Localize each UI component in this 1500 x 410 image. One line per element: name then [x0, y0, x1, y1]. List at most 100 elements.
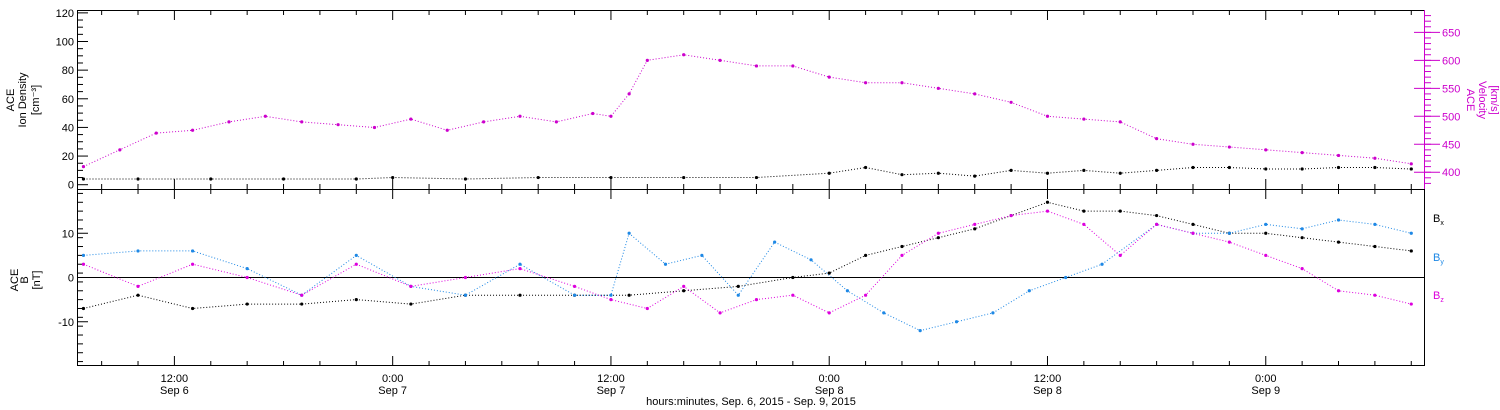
- data-point: [791, 293, 795, 297]
- x-tick-date: Sep 7: [378, 385, 407, 397]
- x-tick-date: Sep 9: [1251, 385, 1280, 397]
- data-point: [190, 249, 195, 253]
- data-point: [682, 53, 686, 57]
- data-point: [1191, 231, 1195, 235]
- top-plot-area: [81, 53, 1413, 181]
- data-point: [1373, 293, 1377, 297]
- legend-by: By: [1433, 252, 1444, 266]
- data-point: [1336, 289, 1341, 293]
- data-point: [991, 311, 995, 315]
- data-point: [609, 175, 613, 180]
- legend-bx-sub: x: [1440, 220, 1444, 227]
- data-point: [518, 267, 522, 271]
- data-point: [1227, 240, 1231, 244]
- density-ylabel-line1: ACE: [5, 89, 17, 112]
- data-point: [936, 171, 940, 175]
- velocity-tick-label: 650: [1442, 27, 1460, 39]
- data-point: [1336, 153, 1341, 158]
- b-tick-label: 10: [62, 228, 74, 240]
- data-point: [973, 92, 977, 96]
- b-ylabel-line1: ACE: [9, 269, 21, 292]
- data-point: [682, 289, 686, 293]
- data-point: [300, 120, 304, 124]
- top-x-ticks: [101, 10, 1412, 189]
- x-tick-time: 12:00: [1034, 373, 1062, 385]
- density-tick-label: 100: [56, 37, 74, 49]
- density-series: [81, 165, 1413, 181]
- data-point: [827, 271, 831, 275]
- density-y-axis: 0 20 40 60 80 100 120: [56, 8, 88, 192]
- data-point: [263, 114, 267, 118]
- bottom-plot-frame: [77, 189, 1425, 366]
- data-point: [973, 227, 977, 231]
- legend-bz-sub: z: [1440, 297, 1444, 304]
- data-point: [627, 293, 631, 297]
- x-tick-time: 0:00: [819, 373, 840, 385]
- velocity-ylabel-line2: Velocity: [1476, 81, 1488, 119]
- data-point: [209, 177, 213, 181]
- data-point: [1118, 120, 1122, 124]
- data-point: [736, 284, 740, 288]
- data-point: [1009, 213, 1013, 218]
- data-point: [1155, 222, 1159, 226]
- data-point: [609, 293, 613, 297]
- data-point: [518, 293, 522, 297]
- data-point: [1155, 168, 1159, 172]
- data-point: [281, 177, 286, 181]
- data-point: [136, 293, 140, 297]
- series-trace: [83, 54, 1412, 168]
- top-panel: 0 20 40 60 80 100 120 400 450 500 550 600 650 ACE I…: [5, 8, 1500, 192]
- data-point: [245, 275, 249, 280]
- data-point: [572, 284, 577, 288]
- x-tick-time: 0:00: [1255, 373, 1276, 385]
- data-point: [154, 131, 158, 135]
- legend: Bx By Bz: [1433, 213, 1444, 304]
- data-point: [1227, 165, 1231, 170]
- data-point: [81, 262, 86, 266]
- bx-series: [81, 200, 1413, 311]
- data-point: [591, 111, 595, 116]
- data-point: [1082, 209, 1086, 213]
- data-point: [81, 165, 86, 169]
- data-point: [1155, 137, 1159, 141]
- data-point: [736, 293, 740, 297]
- data-point: [81, 177, 86, 181]
- legend-bz: Bz: [1433, 290, 1444, 304]
- velocity-tick-label: 450: [1442, 139, 1460, 151]
- velocity-ylabel-line1: ACE: [1464, 89, 1476, 112]
- bottom-plot-area: [81, 200, 1413, 333]
- data-point: [845, 289, 850, 293]
- data-point: [754, 175, 759, 180]
- data-point: [1082, 117, 1086, 121]
- series-trace: [83, 166, 1412, 180]
- density-tick-label: 120: [56, 8, 74, 20]
- data-point: [863, 165, 868, 170]
- density-tick-label: 80: [62, 65, 74, 77]
- data-point: [1373, 222, 1377, 226]
- data-point: [773, 240, 777, 244]
- data-point: [900, 244, 904, 249]
- data-point: [936, 236, 940, 240]
- data-point: [1264, 167, 1268, 171]
- x-axis-title: hours:minutes, Sep. 6, 2015 - Sep. 9, 20…: [646, 396, 856, 408]
- top-plot-frame: [77, 10, 1425, 190]
- data-point: [627, 92, 631, 96]
- data-point: [572, 293, 577, 297]
- b-y-axis: -10 0 10: [58, 192, 88, 363]
- bottom-x-ticks: [101, 189, 1412, 366]
- x-tick-date: Sep 6: [160, 385, 189, 397]
- x-tick-time: 0:00: [382, 373, 403, 385]
- data-point: [973, 222, 977, 226]
- data-point: [1300, 151, 1304, 155]
- data-point: [1409, 231, 1413, 235]
- data-point: [700, 253, 704, 257]
- data-point: [1118, 209, 1122, 213]
- x-tick-date: Sep 7: [597, 385, 626, 397]
- data-point: [1191, 222, 1195, 226]
- data-point: [1373, 156, 1377, 160]
- velocity-series: [81, 53, 1413, 169]
- density-tick-label: 40: [62, 122, 74, 134]
- velocity-tick-label: 400: [1442, 167, 1460, 179]
- series-trace: [83, 201, 1412, 310]
